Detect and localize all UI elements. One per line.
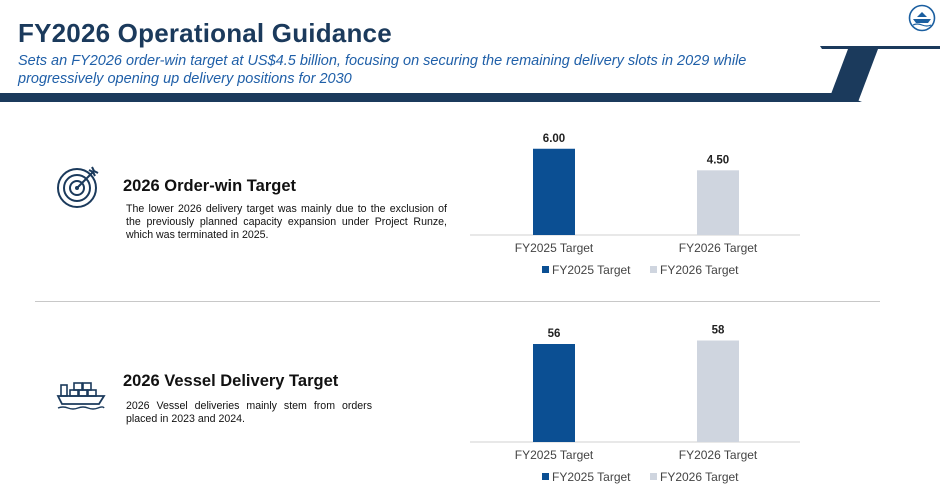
order-win-chart: 6.00 FY2025 Target 4.50 FY2026 Target FY2025… — [470, 133, 800, 277]
legend-label: FY2025 Target — [552, 263, 631, 277]
x-tick-label: FY2026 Target — [679, 241, 758, 255]
x-tick-label: FY2025 Target — [515, 448, 594, 462]
bar-1 — [533, 344, 575, 442]
section-divider — [35, 301, 880, 302]
vessel-delivery-description: 2026 Vessel deliveries mainly stem from … — [126, 400, 372, 425]
vessel-delivery-chart: 56 FY2025 Target 58 FY2026 Target FY2025 Tar… — [470, 325, 800, 484]
page-subtitle: Sets an FY2026 order-win target at US$4.… — [18, 53, 747, 87]
order-win-description: The lower 2026 delivery target was mainl… — [126, 203, 447, 241]
bar-2 — [697, 170, 739, 235]
legend-swatch-2 — [650, 266, 657, 273]
bar-value-label: 56 — [548, 328, 561, 340]
x-tick-label: FY2025 Target — [515, 241, 594, 255]
legend-label: FY2026 Target — [660, 263, 739, 277]
legend-swatch-1 — [542, 266, 549, 273]
target-icon — [57, 166, 99, 208]
order-win-title: 2026 Order-win Target — [123, 177, 297, 195]
legend-swatch-2 — [650, 473, 657, 480]
vessel-delivery-title: 2026 Vessel Delivery Target — [123, 372, 339, 390]
page-title: FY2026 Operational Guidance — [18, 18, 392, 48]
subtitle-banner — [0, 46, 940, 102]
bar-2 — [697, 340, 739, 442]
legend-swatch-1 — [542, 473, 549, 480]
legend-label: FY2026 Target — [660, 470, 739, 484]
bar-1 — [533, 148, 575, 235]
bar-value-label: 58 — [712, 325, 725, 337]
bar-value-label: 6.00 — [543, 133, 565, 145]
bar-value-label: 4.50 — [707, 154, 729, 166]
cargo-ship-icon — [56, 382, 106, 410]
legend-label: FY2025 Target — [552, 470, 631, 484]
company-logo-icon — [908, 4, 936, 32]
x-tick-label: FY2026 Target — [679, 448, 758, 462]
